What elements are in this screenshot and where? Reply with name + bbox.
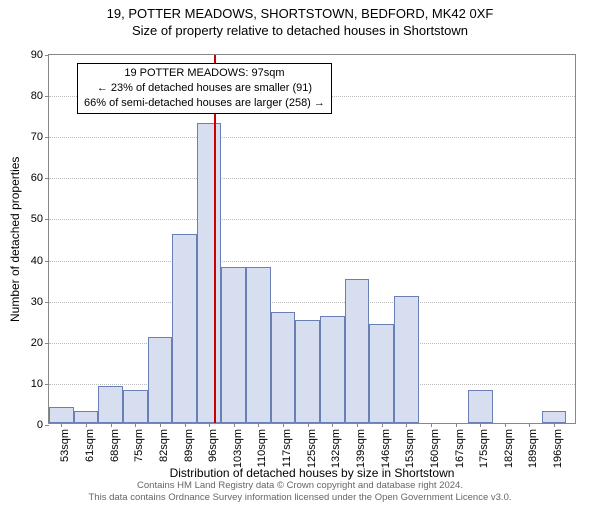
x-tick-label: 61sqm — [84, 429, 96, 462]
x-tick-label: 125sqm — [306, 429, 318, 468]
histogram-bar — [271, 312, 296, 423]
x-tick-label: 75sqm — [133, 429, 145, 462]
chart-title: 19, POTTER MEADOWS, SHORTSTOWN, BEDFORD,… — [0, 6, 600, 21]
x-tick-label: 110sqm — [256, 429, 268, 467]
footer: Contains HM Land Registry data © Crown c… — [0, 480, 600, 504]
x-tick-label: 160sqm — [429, 429, 441, 468]
histogram-bar — [345, 279, 370, 423]
x-tick-label: 139sqm — [355, 429, 367, 468]
x-tick-mark — [234, 423, 235, 427]
x-tick-mark — [357, 423, 358, 427]
x-tick-mark — [308, 423, 309, 427]
x-tick-mark — [382, 423, 383, 427]
x-tick-label: 89sqm — [183, 429, 195, 462]
y-tick-label: 70 — [31, 131, 49, 143]
x-tick-mark — [332, 423, 333, 427]
x-tick-mark — [61, 423, 62, 427]
annotation-box: 19 POTTER MEADOWS: 97sqm← 23% of detache… — [77, 63, 332, 114]
annotation-line: 66% of semi-detached houses are larger (… — [84, 96, 325, 111]
x-tick-label: 96sqm — [207, 429, 219, 462]
x-tick-mark — [554, 423, 555, 427]
x-tick-mark — [209, 423, 210, 427]
y-tick-label: 50 — [31, 213, 49, 225]
gridline — [49, 219, 575, 220]
x-axis-label: Distribution of detached houses by size … — [48, 466, 576, 480]
x-tick-label: 82sqm — [158, 429, 170, 462]
y-tick-label: 0 — [37, 419, 49, 431]
x-tick-label: 53sqm — [59, 429, 71, 462]
gridline — [49, 137, 575, 138]
x-tick-mark — [86, 423, 87, 427]
x-tick-label: 117sqm — [281, 429, 293, 467]
x-tick-label: 153sqm — [404, 429, 416, 468]
histogram-bar — [320, 316, 345, 423]
histogram-bar — [148, 337, 173, 423]
x-tick-label: 167sqm — [454, 429, 466, 468]
y-tick-label: 30 — [31, 296, 49, 308]
x-tick-label: 182sqm — [503, 429, 515, 468]
histogram-bar — [98, 386, 123, 423]
gridline — [49, 178, 575, 179]
x-tick-mark — [258, 423, 259, 427]
x-tick-mark — [160, 423, 161, 427]
gridline — [49, 261, 575, 262]
y-tick-label: 80 — [31, 90, 49, 102]
x-tick-label: 68sqm — [109, 429, 121, 462]
x-tick-label: 175sqm — [478, 429, 490, 468]
x-tick-label: 146sqm — [380, 429, 392, 468]
histogram-bar — [295, 320, 320, 423]
histogram-bar — [221, 267, 246, 423]
histogram-bar — [197, 123, 222, 423]
histogram-bar — [74, 411, 99, 423]
plot-area: 010203040506070809053sqm61sqm68sqm75sqm8… — [48, 54, 576, 424]
footer-line-1: Contains HM Land Registry data © Crown c… — [0, 480, 600, 492]
x-tick-mark — [456, 423, 457, 427]
histogram-bar — [394, 296, 419, 423]
chart-subtitle: Size of property relative to detached ho… — [0, 23, 600, 38]
x-tick-mark — [529, 423, 530, 427]
x-tick-mark — [135, 423, 136, 427]
x-tick-label: 103sqm — [232, 429, 244, 468]
y-tick-label: 10 — [31, 378, 49, 390]
footer-line-2: This data contains Ordnance Survey infor… — [0, 492, 600, 504]
annotation-line: ← 23% of detached houses are smaller (91… — [84, 81, 325, 96]
x-tick-label: 196sqm — [552, 429, 564, 468]
histogram-bar — [468, 390, 493, 423]
y-tick-label: 90 — [31, 49, 49, 61]
x-tick-label: 189sqm — [527, 429, 539, 468]
y-tick-label: 60 — [31, 172, 49, 184]
x-tick-mark — [185, 423, 186, 427]
histogram-bar — [123, 390, 148, 423]
x-tick-mark — [406, 423, 407, 427]
x-tick-mark — [283, 423, 284, 427]
histogram-bar — [246, 267, 271, 423]
x-tick-mark — [480, 423, 481, 427]
histogram-bar — [542, 411, 567, 423]
x-tick-mark — [431, 423, 432, 427]
x-tick-mark — [505, 423, 506, 427]
x-tick-label: 132sqm — [330, 429, 342, 468]
annotation-line: 19 POTTER MEADOWS: 97sqm — [84, 66, 325, 81]
plot-cell: 010203040506070809053sqm61sqm68sqm75sqm8… — [48, 54, 576, 424]
histogram-bar — [369, 324, 394, 423]
histogram-bar — [172, 234, 197, 423]
x-tick-mark — [111, 423, 112, 427]
histogram-bar — [49, 407, 74, 423]
y-tick-label: 20 — [31, 337, 49, 349]
gridline — [49, 302, 575, 303]
y-axis-label: Number of detached properties — [8, 54, 22, 424]
y-tick-label: 40 — [31, 255, 49, 267]
